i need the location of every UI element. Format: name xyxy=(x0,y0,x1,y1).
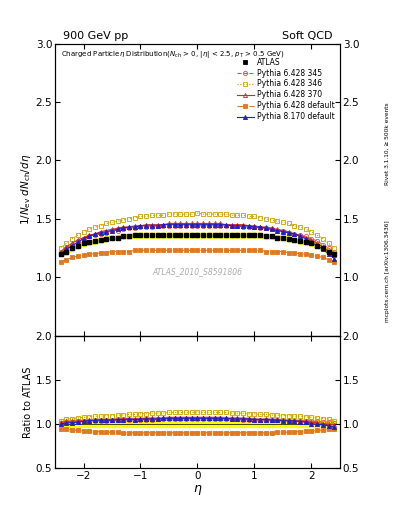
Y-axis label: $1/N_{\mathregular{ev}}\; dN_{\mathregular{ch}}/d\eta$: $1/N_{\mathregular{ev}}\; dN_{\mathregul… xyxy=(19,154,33,225)
X-axis label: $\eta$: $\eta$ xyxy=(193,483,202,497)
Legend: ATLAS, Pythia 6.428 345, Pythia 6.428 346, Pythia 6.428 370, Pythia 6.428 defaul: ATLAS, Pythia 6.428 345, Pythia 6.428 34… xyxy=(235,56,336,123)
Text: Rivet 3.1.10, ≥ 500k events: Rivet 3.1.10, ≥ 500k events xyxy=(385,102,389,185)
Text: ATLAS_2010_S8591806: ATLAS_2010_S8591806 xyxy=(152,267,242,276)
Text: Charged Particle$\eta$ Distribution($N_{\mathregular{ch}}$ > 0, |$\eta$| < 2.5, : Charged Particle$\eta$ Distribution($N_{… xyxy=(61,49,285,60)
Text: Soft QCD: Soft QCD xyxy=(282,31,332,41)
Text: 900 GeV pp: 900 GeV pp xyxy=(63,31,128,41)
Y-axis label: Ratio to ATLAS: Ratio to ATLAS xyxy=(23,367,33,438)
Text: mcplots.cern.ch [arXiv:1306.3436]: mcplots.cern.ch [arXiv:1306.3436] xyxy=(385,221,389,322)
